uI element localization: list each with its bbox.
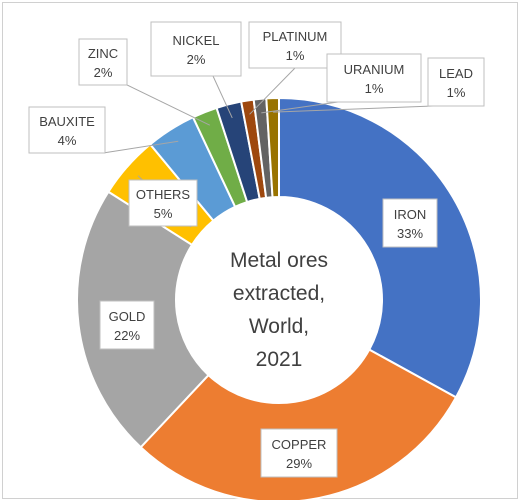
slice-percent-label: 2%: [187, 52, 206, 67]
slice-percent-label: 2%: [94, 65, 113, 80]
slice-name-label: IRON: [394, 207, 427, 222]
slice-percent-label: 1%: [286, 48, 305, 63]
slice-name-label: COPPER: [272, 437, 327, 452]
callout-box: [382, 198, 438, 248]
slice-percent-label: 5%: [154, 206, 173, 221]
callout-platinum: PLATINUM 1%: [248, 21, 342, 69]
callout-zinc: ZINC 2%: [78, 38, 128, 86]
slice-copper: [139, 348, 458, 500]
slice-name-label: NICKEL: [173, 33, 220, 48]
slice-name-label: PLATINUM: [263, 29, 328, 44]
slice-name-label: GOLD: [109, 309, 146, 324]
slice-name-label: BAUXITE: [39, 114, 95, 129]
callout-box: [78, 38, 128, 86]
callout-others: OTHERS 5%: [128, 179, 198, 227]
chart-title-line-3: World,: [249, 315, 309, 338]
slice-percent-label: 4%: [58, 133, 77, 148]
callout-box: [128, 179, 198, 227]
callout-box: [248, 21, 342, 69]
leader-line-nickel: [212, 75, 233, 119]
slice-iron: [278, 96, 482, 399]
slice-percent-label: 1%: [365, 81, 384, 96]
leader-line-zinc: [126, 84, 211, 126]
callout-gold: GOLD 22%: [99, 300, 155, 350]
donut-chart: IRON 33% COPPER 29% GOLD 22% OTHERS 5% BAUXITE 4%…: [28, 21, 485, 500]
callout-box: [150, 21, 242, 77]
leader-line-bauxite: [102, 140, 179, 154]
callout-box: [326, 53, 422, 103]
callout-bauxite: BAUXITE 4%: [28, 106, 106, 154]
leader-line-uranium: [261, 101, 339, 114]
slice-percent-label: 1%: [447, 85, 466, 100]
callout-lead: LEAD 1%: [427, 57, 485, 107]
leader-line-lead: [273, 105, 434, 113]
callout-box: [28, 106, 106, 154]
callout-iron: IRON 33%: [382, 198, 438, 248]
leader-line-platinum: [249, 67, 296, 115]
chart-title-line-1: Metal ores: [230, 249, 328, 272]
slice-lead: [265, 96, 280, 199]
slice-percent-label: 22%: [114, 328, 140, 343]
callouts-group: IRON 33% COPPER 29% GOLD 22% OTHERS 5% BAUXITE 4%…: [28, 21, 485, 478]
chart-frame: IRON 33% COPPER 29% GOLD 22% OTHERS 5% BAUXITE 4%…: [2, 2, 518, 500]
callout-box: [99, 300, 155, 350]
callout-uranium: URANIUM 1%: [326, 53, 422, 103]
callout-box: [260, 428, 338, 478]
slice-name-label: OTHERS: [136, 187, 191, 202]
callout-nickel: NICKEL 2%: [150, 21, 242, 77]
slice-name-label: ZINC: [88, 46, 118, 61]
slice-name-label: URANIUM: [344, 62, 405, 77]
slice-name-label: LEAD: [439, 66, 473, 81]
slice-percent-label: 29%: [286, 456, 312, 471]
callout-copper: COPPER 29%: [260, 428, 338, 478]
chart-title-line-4: 2021: [256, 348, 303, 371]
chart-title-line-2: extracted,: [233, 282, 325, 305]
slice-percent-label: 33%: [397, 226, 423, 241]
callout-box: [427, 57, 485, 107]
